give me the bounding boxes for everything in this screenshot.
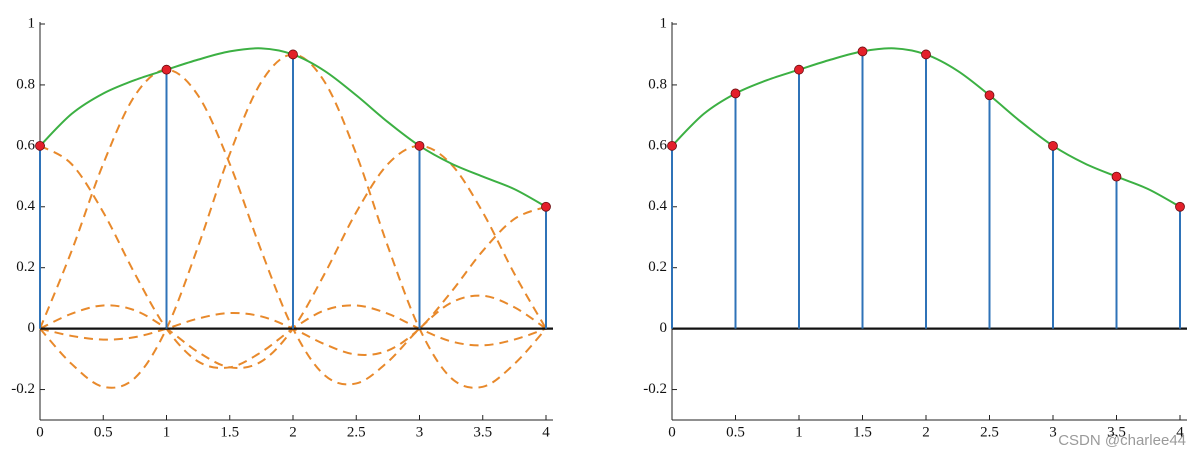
sample-marker <box>730 88 741 99</box>
y-tick-label: 0 <box>660 320 668 336</box>
y-tick-label: 0.8 <box>648 76 667 92</box>
x-tick-label: 2 <box>289 424 297 440</box>
x-tick-label: 2.5 <box>980 424 999 440</box>
x-tick-label: 2 <box>922 424 930 440</box>
x-tick-label: 0 <box>36 424 44 440</box>
sample-marker <box>1111 171 1122 182</box>
x-tick-label: 1 <box>795 424 803 440</box>
y-tick-label: 0.2 <box>16 259 35 275</box>
x-tick-label: 3 <box>416 424 424 440</box>
x-tick-label: 0 <box>668 424 676 440</box>
x-tick-label: 3.5 <box>1107 424 1126 440</box>
sample-marker <box>35 140 45 151</box>
x-tick-label: 3.5 <box>473 424 492 440</box>
y-tick-label: 0 <box>28 320 36 336</box>
x-tick-label: 1.5 <box>853 424 872 440</box>
sample-marker <box>288 49 298 60</box>
sample-marker <box>541 201 551 212</box>
x-tick-label: 1 <box>163 424 171 440</box>
y-tick-label: 0.4 <box>16 198 35 214</box>
kernel-line <box>39 68 547 386</box>
sample-marker <box>414 140 425 151</box>
x-tick-label: 0.5 <box>726 424 745 440</box>
y-tick-label: 0.2 <box>648 259 667 275</box>
watermark: CSDN @charlee44 <box>1058 432 1186 449</box>
sample-marker <box>161 64 172 75</box>
y-tick-label: 0.6 <box>16 137 35 153</box>
y-tick-label: 1 <box>28 15 36 31</box>
sample-marker <box>1048 140 1058 151</box>
x-tick-label: 4 <box>1176 424 1184 440</box>
x-tick-label: 3 <box>1049 424 1057 440</box>
x-tick-label: 4 <box>542 424 550 440</box>
sample-marker <box>667 140 677 151</box>
y-tick-label: 1 <box>660 15 668 31</box>
y-tick-label: -0.2 <box>11 381 35 397</box>
sample-marker <box>984 90 995 101</box>
y-tick-label: -0.2 <box>643 381 667 397</box>
x-tick-label: 2.5 <box>347 424 366 440</box>
sample-marker <box>794 64 804 75</box>
y-tick-label: 0.6 <box>648 137 667 153</box>
y-tick-label: 0.8 <box>16 76 35 92</box>
y-tick-label: 0.4 <box>648 198 667 214</box>
sample-marker <box>921 49 931 60</box>
sample-marker <box>1175 201 1185 212</box>
sample-marker <box>857 46 868 57</box>
x-tick-label: 1.5 <box>220 424 239 440</box>
x-tick-label: 0.5 <box>94 424 113 440</box>
